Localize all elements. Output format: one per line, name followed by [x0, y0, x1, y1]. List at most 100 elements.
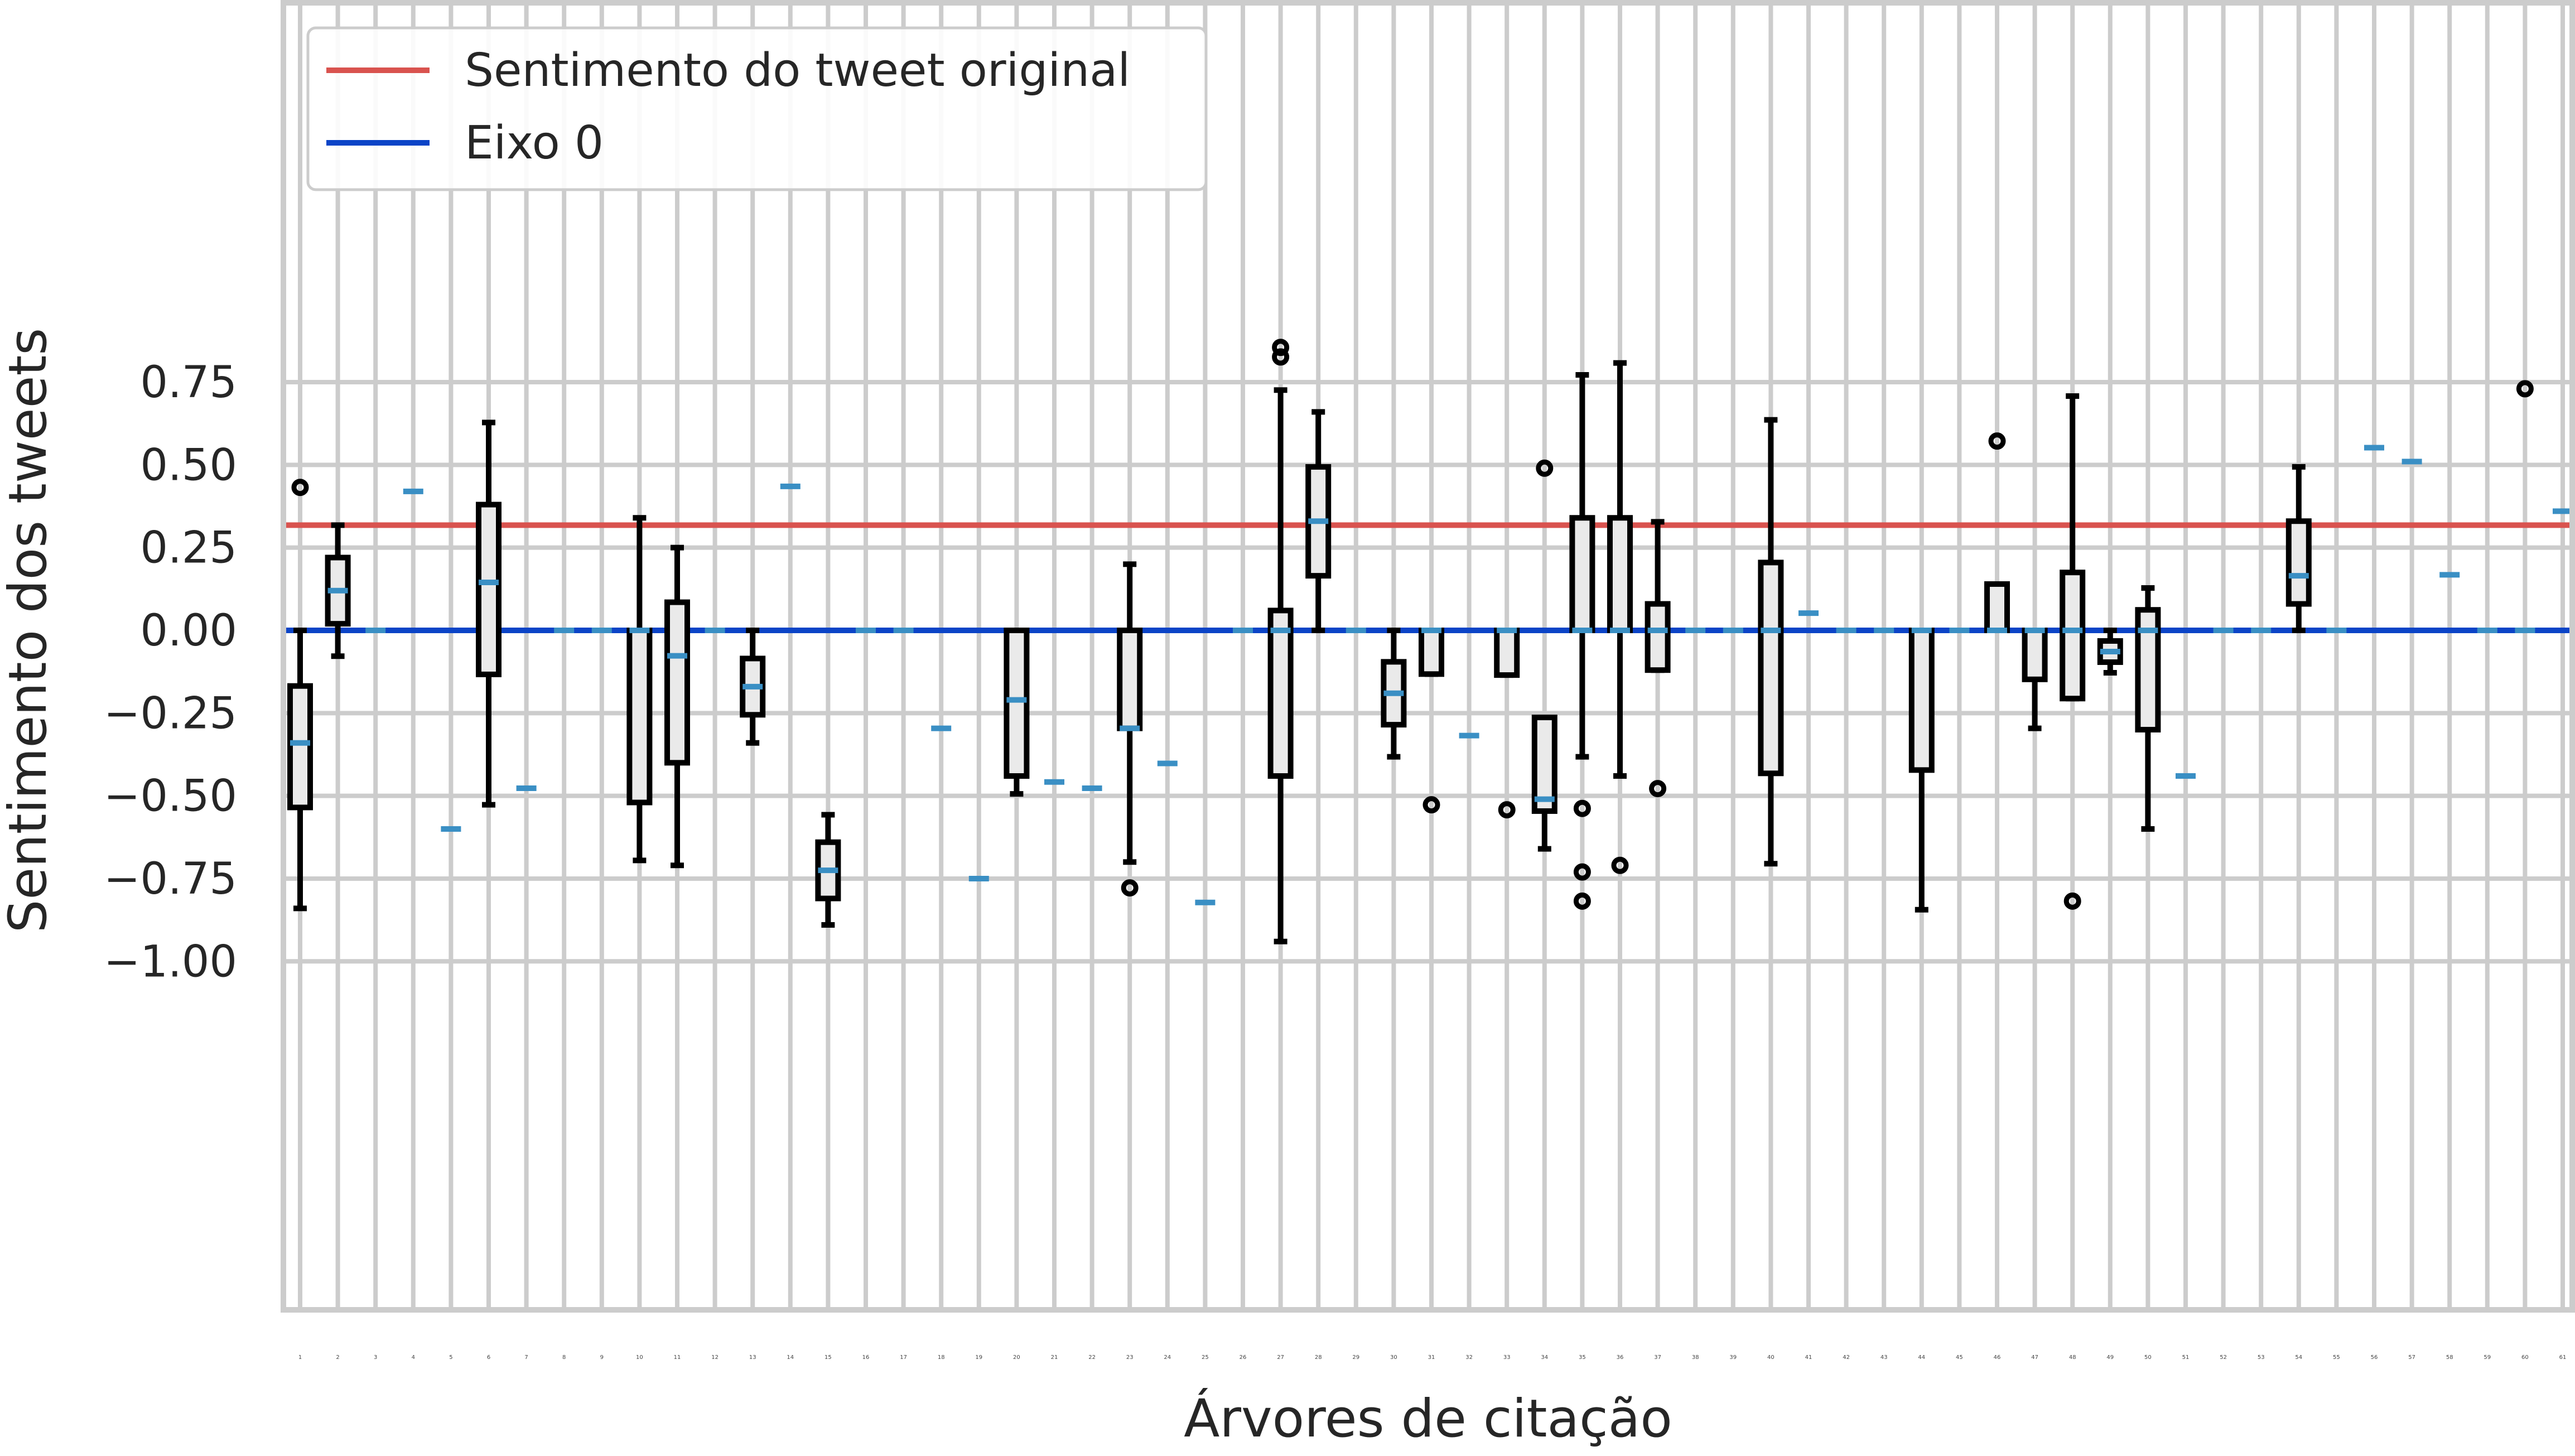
box-30 — [1381, 628, 1407, 760]
box-27 — [1267, 339, 1294, 944]
box-37 — [1645, 519, 1671, 798]
outlier-point — [2063, 892, 2081, 910]
box-1 — [287, 479, 313, 912]
outlier-point — [1573, 799, 1591, 817]
x-tick-label: 44 — [1918, 1354, 1925, 1361]
outlier-point — [291, 479, 309, 496]
box-28 — [1305, 409, 1332, 633]
y-tick-label: 0.25 — [140, 523, 237, 573]
y-tick-label: −0.50 — [104, 772, 237, 822]
x-tick-label: 13 — [749, 1354, 756, 1361]
x-tick-label: 53 — [2258, 1354, 2265, 1361]
iqr-box — [1569, 515, 1595, 634]
reference-lines — [283, 522, 2572, 633]
plot-frame — [281, 0, 2575, 1313]
x-tick-label: 8 — [562, 1354, 566, 1361]
grid — [283, 3, 2572, 1310]
box-33 — [1494, 628, 1520, 819]
box-35 — [1569, 372, 1595, 910]
x-tick-label: 21 — [1051, 1354, 1058, 1361]
legend-box — [306, 26, 1208, 191]
x-tick-label: 43 — [1880, 1354, 1888, 1361]
x-tick-label: 60 — [2521, 1354, 2529, 1361]
y-tick-label: 0.75 — [140, 358, 237, 408]
outlier-point — [1121, 879, 1139, 897]
box-60 — [2515, 380, 2535, 633]
x-tick-label: 35 — [1579, 1354, 1586, 1361]
x-tick-label: 51 — [2182, 1354, 2190, 1361]
iqr-box — [1908, 628, 1935, 773]
x-tick-label: 14 — [787, 1354, 794, 1361]
x-tick-label: 32 — [1465, 1354, 1473, 1361]
x-tick-label: 59 — [2484, 1354, 2491, 1361]
box-44 — [1908, 628, 1935, 913]
x-tick-label: 56 — [2371, 1354, 2378, 1361]
x-tick-label: 25 — [1202, 1354, 1209, 1361]
x-tick-label: 4 — [412, 1354, 415, 1361]
x-tick-label: 17 — [900, 1354, 907, 1361]
box-34 — [1531, 459, 1557, 852]
outlier-point — [1422, 796, 1440, 814]
iqr-box — [1531, 715, 1557, 814]
x-tick-label: 26 — [1240, 1354, 1247, 1361]
x-tick-label: 38 — [1692, 1354, 1699, 1361]
y-tick-label: −0.25 — [104, 688, 237, 739]
legend-label-zero: Eixo 0 — [465, 117, 604, 170]
x-tick-label: 39 — [1729, 1354, 1737, 1361]
iqr-box — [287, 683, 313, 811]
box-49 — [2097, 628, 2123, 676]
iqr-box — [1117, 628, 1143, 731]
x-tick-label: 42 — [1843, 1354, 1850, 1361]
y-tick-label: 0.00 — [140, 606, 237, 656]
x-tick-label: 27 — [1277, 1354, 1284, 1361]
box-13 — [740, 628, 766, 746]
iqr-box — [1494, 628, 1520, 678]
x-tick-label: 34 — [1541, 1354, 1548, 1361]
box-54 — [2285, 464, 2312, 633]
x-tick-label: 61 — [2559, 1354, 2567, 1361]
x-tick-label: 24 — [1164, 1354, 1171, 1361]
iqr-box — [2060, 570, 2086, 702]
outlier-point — [1649, 780, 1667, 798]
x-tick-label: 31 — [1428, 1354, 1435, 1361]
iqr-box — [476, 502, 502, 677]
x-tick-label: 48 — [2069, 1354, 2076, 1361]
box-10 — [626, 515, 653, 864]
outlier-point — [1272, 348, 1290, 366]
y-tick-label: −1.00 — [104, 937, 237, 987]
x-axis-label: Árvores de citação — [1184, 1387, 1672, 1449]
x-tick-label: 37 — [1654, 1354, 1661, 1361]
x-tick-label: 2 — [336, 1354, 339, 1361]
x-tick-label: 23 — [1126, 1354, 1134, 1361]
x-tick-label: 10 — [636, 1354, 643, 1361]
box-23 — [1117, 561, 1143, 897]
iqr-box — [626, 628, 653, 806]
iqr-box — [1607, 515, 1633, 634]
x-tick-label: 45 — [1956, 1354, 1963, 1361]
box-50 — [2135, 585, 2161, 832]
box-20 — [1004, 628, 1030, 797]
x-tick-label: 58 — [2446, 1354, 2453, 1361]
outlier-point — [1272, 339, 1290, 356]
y-tick-label: 0.50 — [140, 440, 237, 490]
x-tick-label: 16 — [862, 1354, 870, 1361]
x-tick-label: 20 — [1013, 1354, 1020, 1361]
box-15 — [815, 812, 841, 928]
iqr-box — [1984, 581, 2010, 633]
x-tick-label: 7 — [524, 1354, 528, 1361]
x-tick-label: 36 — [1617, 1354, 1624, 1361]
box-40 — [1758, 417, 1784, 867]
x-tick-label: 19 — [975, 1354, 982, 1361]
x-tick-label: 15 — [824, 1354, 832, 1361]
x-tick-label: 5 — [449, 1354, 452, 1361]
box-36 — [1607, 360, 1633, 874]
y-axis-label: Sentimento dos tweets — [0, 328, 59, 933]
x-tick-label: 6 — [487, 1354, 490, 1361]
box-46 — [1984, 432, 2010, 633]
x-tick-label: 12 — [711, 1354, 719, 1361]
x-tick-label: 57 — [2408, 1354, 2415, 1361]
iqr-box — [2285, 518, 2312, 607]
x-tick-label: 11 — [674, 1354, 681, 1361]
outlier-point — [2516, 380, 2534, 398]
x-tick-label: 40 — [1767, 1354, 1774, 1361]
